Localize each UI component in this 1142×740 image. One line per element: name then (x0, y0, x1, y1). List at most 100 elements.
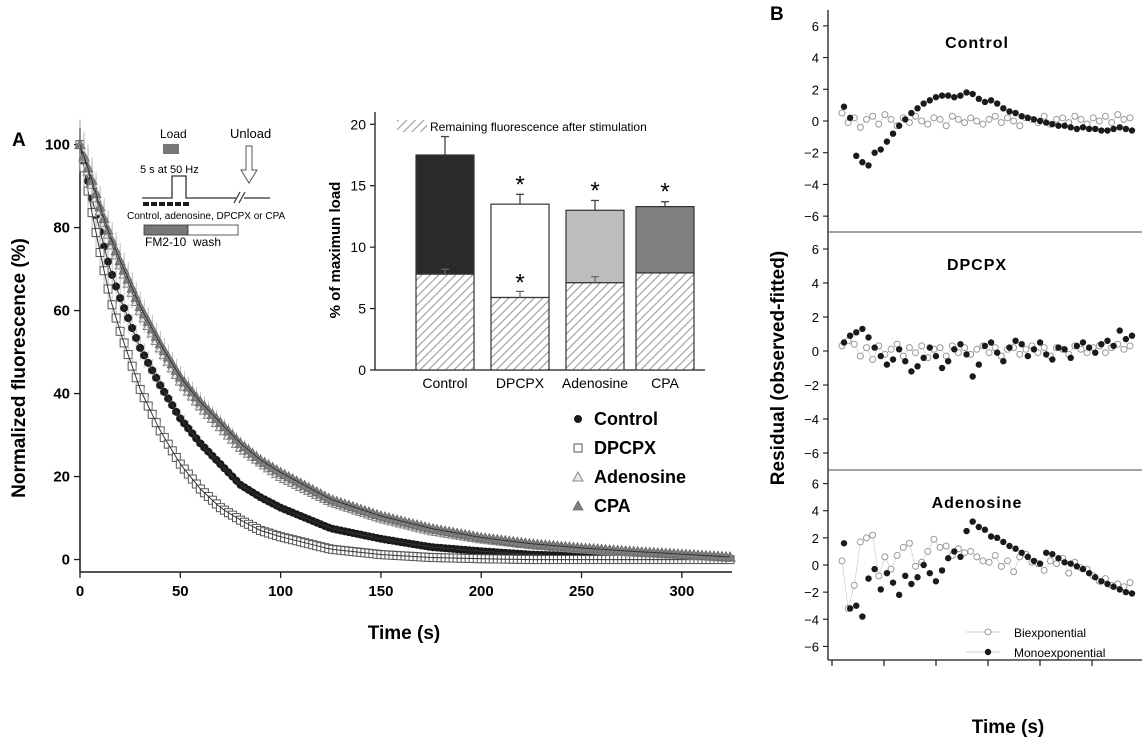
residual-y-tick-label: 0 (812, 344, 819, 359)
monoexponential-point (902, 358, 909, 365)
biexponential-point (961, 344, 969, 352)
monoexponential-point (1055, 122, 1062, 129)
biexponential-point (838, 557, 846, 565)
monoexponential-point (963, 527, 970, 535)
protocol-unload-label: Unload (230, 126, 271, 141)
axis-break-icon-2 (238, 191, 246, 204)
biexponential-point (1077, 115, 1085, 123)
bar-remaining-cpa (635, 272, 695, 371)
monoexponential-point (926, 344, 933, 351)
monoexponential-point (957, 92, 964, 99)
monoexponential-point (932, 578, 940, 585)
residual-y-tick-label: −2 (804, 146, 819, 161)
drug-dash (151, 202, 157, 206)
legend-marker-biexponential (984, 628, 992, 636)
decay-x-tick-label: 200 (469, 583, 494, 600)
bar-total-cpa (635, 206, 695, 274)
decay-x-tick-label: 150 (368, 583, 393, 600)
significance-star-remaining: * (515, 269, 524, 296)
monoexponential-point (969, 373, 976, 380)
legend-label-control: Control (594, 409, 658, 429)
monoexponential-point (1024, 114, 1032, 122)
monoexponential-point (1030, 116, 1038, 123)
monoexponential-point (1104, 337, 1111, 344)
decay-point (74, 138, 86, 149)
legend-label-biexponential: Biexponential (1014, 626, 1086, 640)
protocol-wash-label: wash (192, 235, 221, 249)
biexponential-point (1052, 560, 1060, 568)
monoexponential-point (1000, 538, 1007, 546)
monoexponential-point (1012, 545, 1019, 552)
legend-marker-cpa (572, 500, 584, 511)
biexponential-point (1101, 349, 1109, 357)
monoexponential-point (1128, 127, 1136, 134)
biexponential-point (1114, 111, 1122, 119)
monoexponential-point (938, 92, 946, 99)
residual-x-axis-label: Time (s) (972, 717, 1045, 738)
decay-fit-line (79, 144, 731, 558)
biexponential-point (875, 120, 883, 128)
biexponential-point (1065, 569, 1073, 577)
monoexponential-point (1024, 352, 1032, 360)
monoexponential-point (889, 356, 897, 363)
decay-x-tick-label: 0 (76, 583, 84, 600)
biexponential-point (1003, 557, 1011, 565)
bar-total-dpcpx (490, 203, 550, 299)
residual-y-tick-label: −2 (804, 585, 819, 600)
decay-fit-line (79, 144, 730, 561)
residual-y-tick-label: −4 (804, 177, 819, 192)
biexponential-point (961, 119, 969, 127)
monoexponential-point (1128, 332, 1136, 339)
biexponential-point (893, 552, 901, 559)
biexponential-point (1016, 122, 1024, 130)
bar-legend-label: Remaining fluorescence after stimulation (430, 120, 647, 134)
significance-star-total: * (590, 177, 599, 204)
monoexponential-point (883, 138, 891, 145)
biexponential-point (1003, 114, 1011, 122)
biexponential-point (954, 115, 962, 123)
monoexponential-point (1024, 553, 1032, 561)
legend-label-adenosine: Adenosine (594, 467, 686, 487)
monoexponential-point (1067, 354, 1074, 361)
decay-x-tick-label: 250 (569, 583, 594, 600)
decay-series (74, 119, 736, 565)
biexponential-point (869, 112, 877, 120)
legend-label-dpcpx: DPCPX (594, 438, 656, 458)
monoexponential-point (853, 152, 860, 160)
legend-marker-control (574, 415, 582, 423)
biexponential-point (954, 349, 962, 357)
monoexponential-point (846, 605, 854, 612)
biexponential-point (850, 340, 858, 348)
monoexponential-point (1098, 127, 1105, 134)
panel-label-b: B (770, 4, 784, 25)
monoexponential-point (902, 572, 909, 580)
monoexponential-point (1116, 124, 1123, 131)
monoexponential-point (993, 534, 1001, 542)
residual-y-tick-label: −6 (804, 639, 819, 654)
biexponential-point (887, 115, 895, 123)
biexponential-point (856, 538, 864, 546)
monoexponential-point (1116, 586, 1123, 593)
decay-series-control (76, 119, 734, 564)
biexponential-point (1010, 568, 1018, 576)
biexponential-point (850, 581, 858, 589)
monoexponential-point (1036, 339, 1044, 346)
monoexponential-point (877, 352, 884, 360)
biexponential-point (942, 122, 950, 130)
bar-remaining-control (415, 273, 475, 371)
biexponential-point (869, 531, 877, 539)
residual-y-tick-label: −6 (804, 209, 819, 224)
drug-dash (143, 202, 149, 206)
significance-star-total: * (660, 179, 669, 206)
monoexponential-point (926, 97, 933, 104)
biexponential-point (973, 117, 981, 125)
biexponential-point (856, 352, 864, 360)
monoexponential-point (1073, 563, 1081, 570)
biexponential-point (838, 109, 846, 117)
monoexponential-point (1092, 574, 1099, 581)
residual-y-tick-label: 4 (812, 51, 819, 66)
residual-panel-title: Adenosine (932, 495, 1023, 512)
bar-y-tick-label: 5 (358, 301, 366, 317)
monoexponential-point (938, 364, 946, 372)
monoexponential-point (1043, 549, 1050, 556)
